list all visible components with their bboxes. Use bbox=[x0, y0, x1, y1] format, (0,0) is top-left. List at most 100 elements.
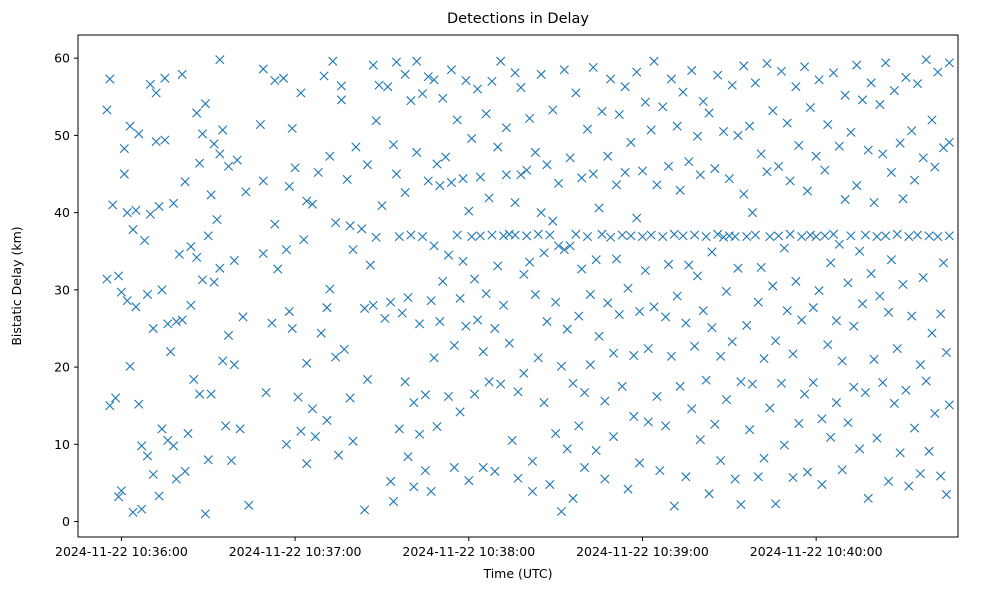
data-point bbox=[200, 99, 210, 109]
data-point bbox=[785, 229, 795, 239]
y-tick-label: 50 bbox=[54, 128, 70, 143]
data-point bbox=[206, 389, 216, 399]
data-point bbox=[565, 241, 575, 251]
data-point bbox=[542, 316, 552, 327]
data-point bbox=[739, 61, 749, 71]
data-point bbox=[788, 349, 798, 359]
y-tick-label: 40 bbox=[54, 205, 70, 220]
data-point bbox=[284, 306, 294, 317]
data-point bbox=[449, 462, 459, 473]
data-point bbox=[461, 75, 471, 86]
data-point bbox=[556, 506, 567, 517]
data-point bbox=[209, 277, 219, 287]
data-point bbox=[565, 153, 575, 163]
data-point bbox=[270, 75, 280, 86]
data-point bbox=[692, 271, 703, 281]
data-point bbox=[727, 80, 737, 90]
data-point bbox=[455, 293, 465, 303]
data-point bbox=[102, 105, 112, 115]
data-point bbox=[142, 289, 153, 300]
data-point bbox=[692, 131, 703, 141]
data-point bbox=[623, 283, 633, 293]
data-point bbox=[637, 166, 648, 176]
data-point bbox=[649, 56, 659, 66]
data-point bbox=[467, 231, 477, 242]
data-point bbox=[843, 278, 853, 288]
data-point bbox=[577, 173, 587, 183]
data-point bbox=[866, 269, 876, 279]
data-point bbox=[551, 428, 561, 439]
data-point bbox=[863, 145, 873, 155]
data-point bbox=[388, 496, 399, 507]
data-point bbox=[423, 176, 433, 186]
data-point bbox=[362, 160, 373, 170]
data-point bbox=[151, 88, 161, 98]
data-point bbox=[302, 358, 312, 368]
data-point bbox=[209, 139, 219, 149]
data-point bbox=[168, 198, 179, 208]
data-point bbox=[941, 347, 952, 358]
data-point bbox=[533, 353, 543, 363]
data-point bbox=[750, 230, 760, 240]
data-point bbox=[901, 385, 911, 395]
data-point bbox=[718, 232, 729, 242]
data-point bbox=[406, 96, 416, 106]
data-point bbox=[817, 479, 827, 490]
x-tick-label: 2024-11-22 10:36:00 bbox=[55, 544, 188, 559]
data-point bbox=[597, 229, 607, 239]
data-point bbox=[293, 392, 303, 402]
data-point bbox=[854, 444, 865, 454]
data-point bbox=[507, 435, 517, 446]
data-point bbox=[675, 185, 685, 195]
data-point bbox=[909, 423, 920, 433]
data-point bbox=[414, 429, 425, 439]
data-point bbox=[759, 354, 769, 364]
data-point bbox=[368, 300, 378, 310]
data-point bbox=[713, 229, 723, 239]
data-point bbox=[545, 230, 555, 240]
data-point bbox=[626, 231, 636, 241]
data-point bbox=[122, 296, 132, 306]
data-point bbox=[128, 507, 138, 517]
data-point bbox=[386, 297, 396, 307]
data-point bbox=[892, 343, 902, 354]
data-point bbox=[113, 271, 124, 281]
data-point bbox=[663, 161, 674, 171]
data-point bbox=[886, 255, 897, 265]
data-point bbox=[698, 96, 708, 107]
data-point bbox=[223, 330, 234, 341]
data-point bbox=[579, 462, 590, 473]
data-point bbox=[215, 149, 225, 159]
data-point bbox=[666, 351, 677, 361]
data-point bbox=[102, 274, 112, 284]
data-point bbox=[930, 162, 940, 172]
data-point bbox=[287, 323, 297, 334]
data-point bbox=[808, 377, 818, 388]
data-point bbox=[840, 194, 850, 205]
data-point bbox=[403, 452, 413, 462]
data-point bbox=[197, 275, 208, 285]
data-point bbox=[397, 308, 407, 318]
data-point bbox=[875, 291, 885, 301]
data-point bbox=[802, 467, 813, 477]
data-point bbox=[629, 350, 639, 361]
data-point bbox=[290, 163, 300, 173]
data-point bbox=[771, 499, 781, 509]
data-point bbox=[362, 374, 373, 385]
data-point bbox=[765, 403, 775, 413]
data-point bbox=[325, 284, 335, 294]
data-point bbox=[776, 66, 787, 76]
data-point bbox=[177, 69, 187, 79]
data-point bbox=[481, 109, 491, 119]
data-point bbox=[863, 493, 873, 503]
y-tick-label: 0 bbox=[62, 514, 70, 529]
data-point bbox=[907, 126, 917, 136]
data-point bbox=[782, 306, 792, 316]
data-point bbox=[539, 248, 549, 258]
data-point bbox=[441, 152, 451, 162]
data-point bbox=[180, 466, 190, 476]
data-point bbox=[215, 55, 225, 65]
data-point bbox=[414, 319, 425, 329]
data-point bbox=[747, 379, 758, 389]
